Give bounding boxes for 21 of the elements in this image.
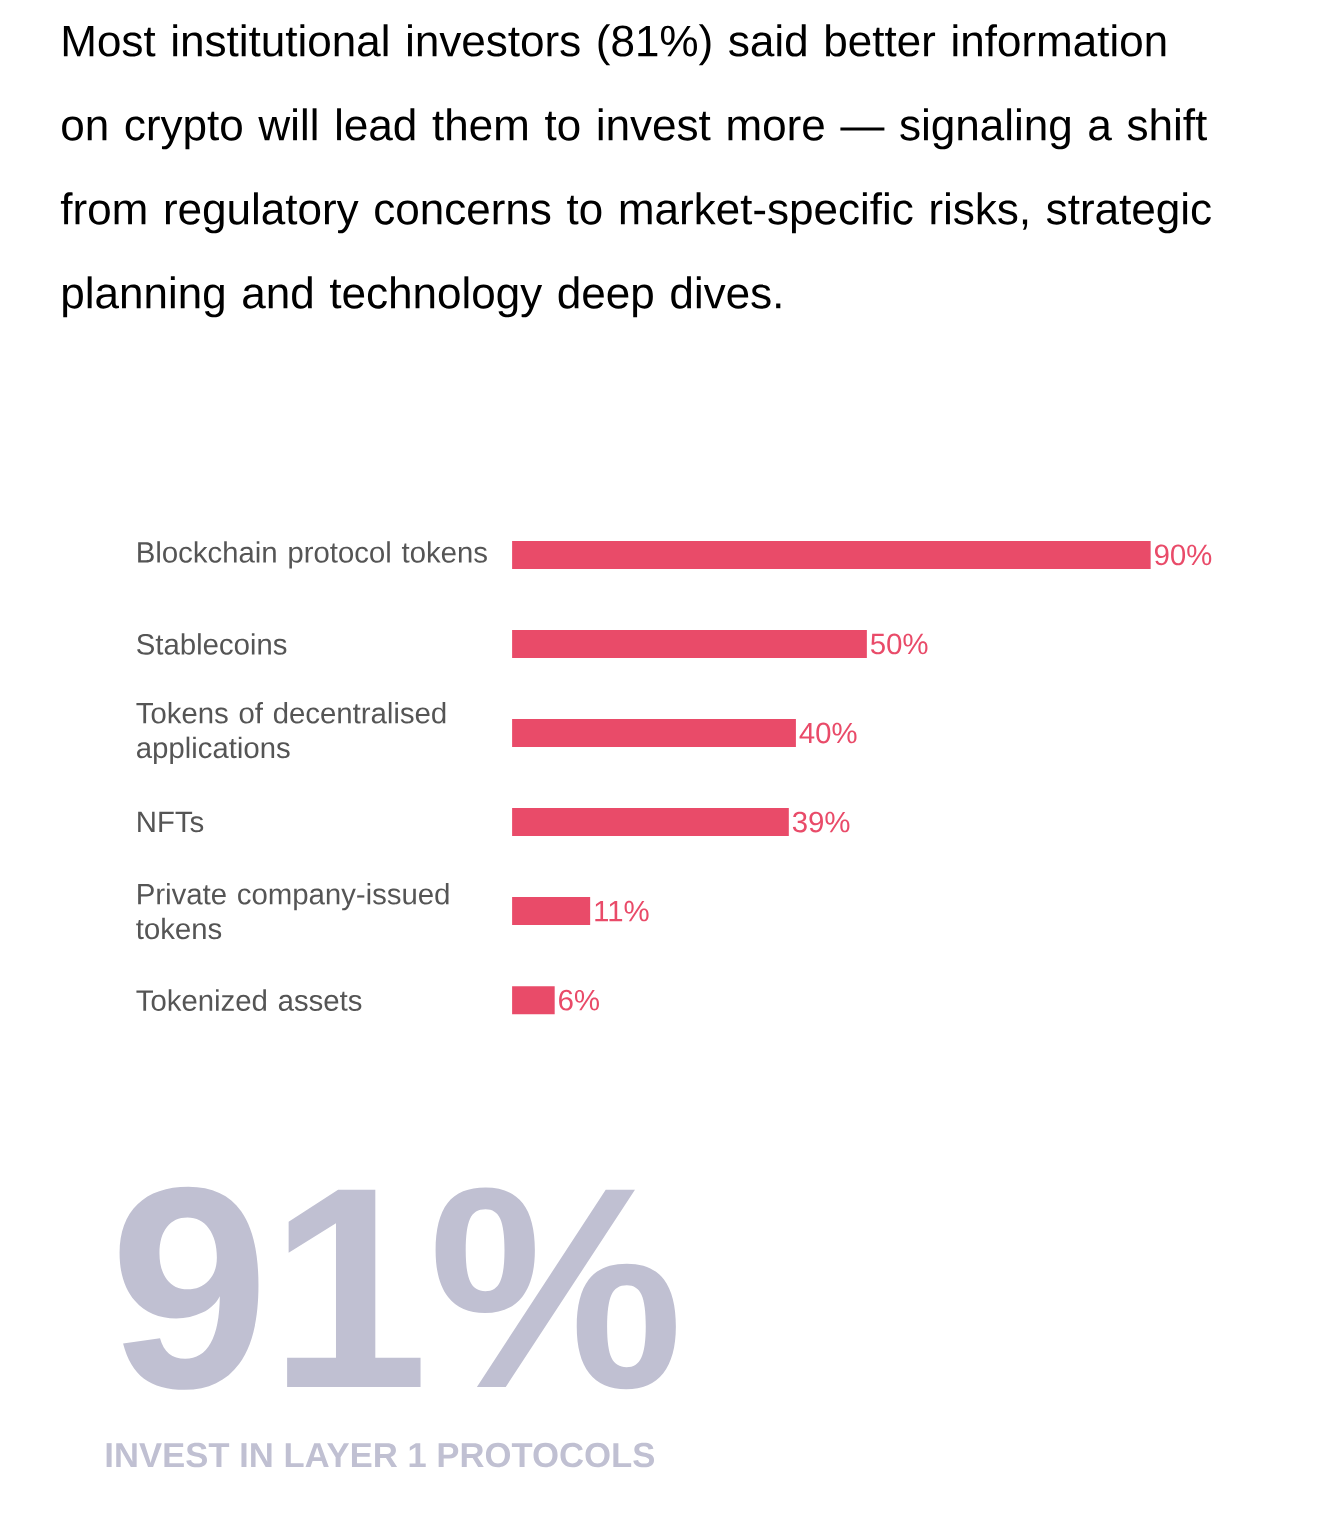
data-label: 50%: [870, 633, 928, 655]
y-tick-label: Stablecoins: [136, 633, 287, 655]
bar: [511, 718, 796, 747]
bar: [511, 986, 555, 1015]
data-label: 6%: [558, 989, 599, 1011]
y-tick-label: Tokens of decentralised applications: [136, 701, 446, 765]
bar: [511, 808, 789, 837]
bar: [511, 540, 1151, 569]
text: INVEST IN LAYER 1 PROTOCOLS: [106, 1442, 654, 1468]
chart-title: Most institutional investors (81%) said better information on crypto will lead them to invest more — signaling a shift from regulatory concerns to market-specific risks, strategic planning and technology deep dives.: [60, 24, 1211, 318]
text: 91%: [119, 1186, 676, 1390]
y-tick-label: Private company-issued tokens: [136, 882, 449, 940]
data-label: 90%: [1154, 544, 1212, 566]
y-tick-label: Tokenized assets: [136, 989, 362, 1011]
bar: [511, 629, 867, 658]
data-label: 11%: [595, 900, 649, 922]
y-tick-label: Blockchain protocol tokens: [138, 541, 487, 569]
data-label: 40%: [799, 722, 857, 744]
bar: [511, 897, 591, 926]
y-tick-label: NFTs: [138, 811, 204, 833]
data-label: 39%: [792, 811, 850, 833]
